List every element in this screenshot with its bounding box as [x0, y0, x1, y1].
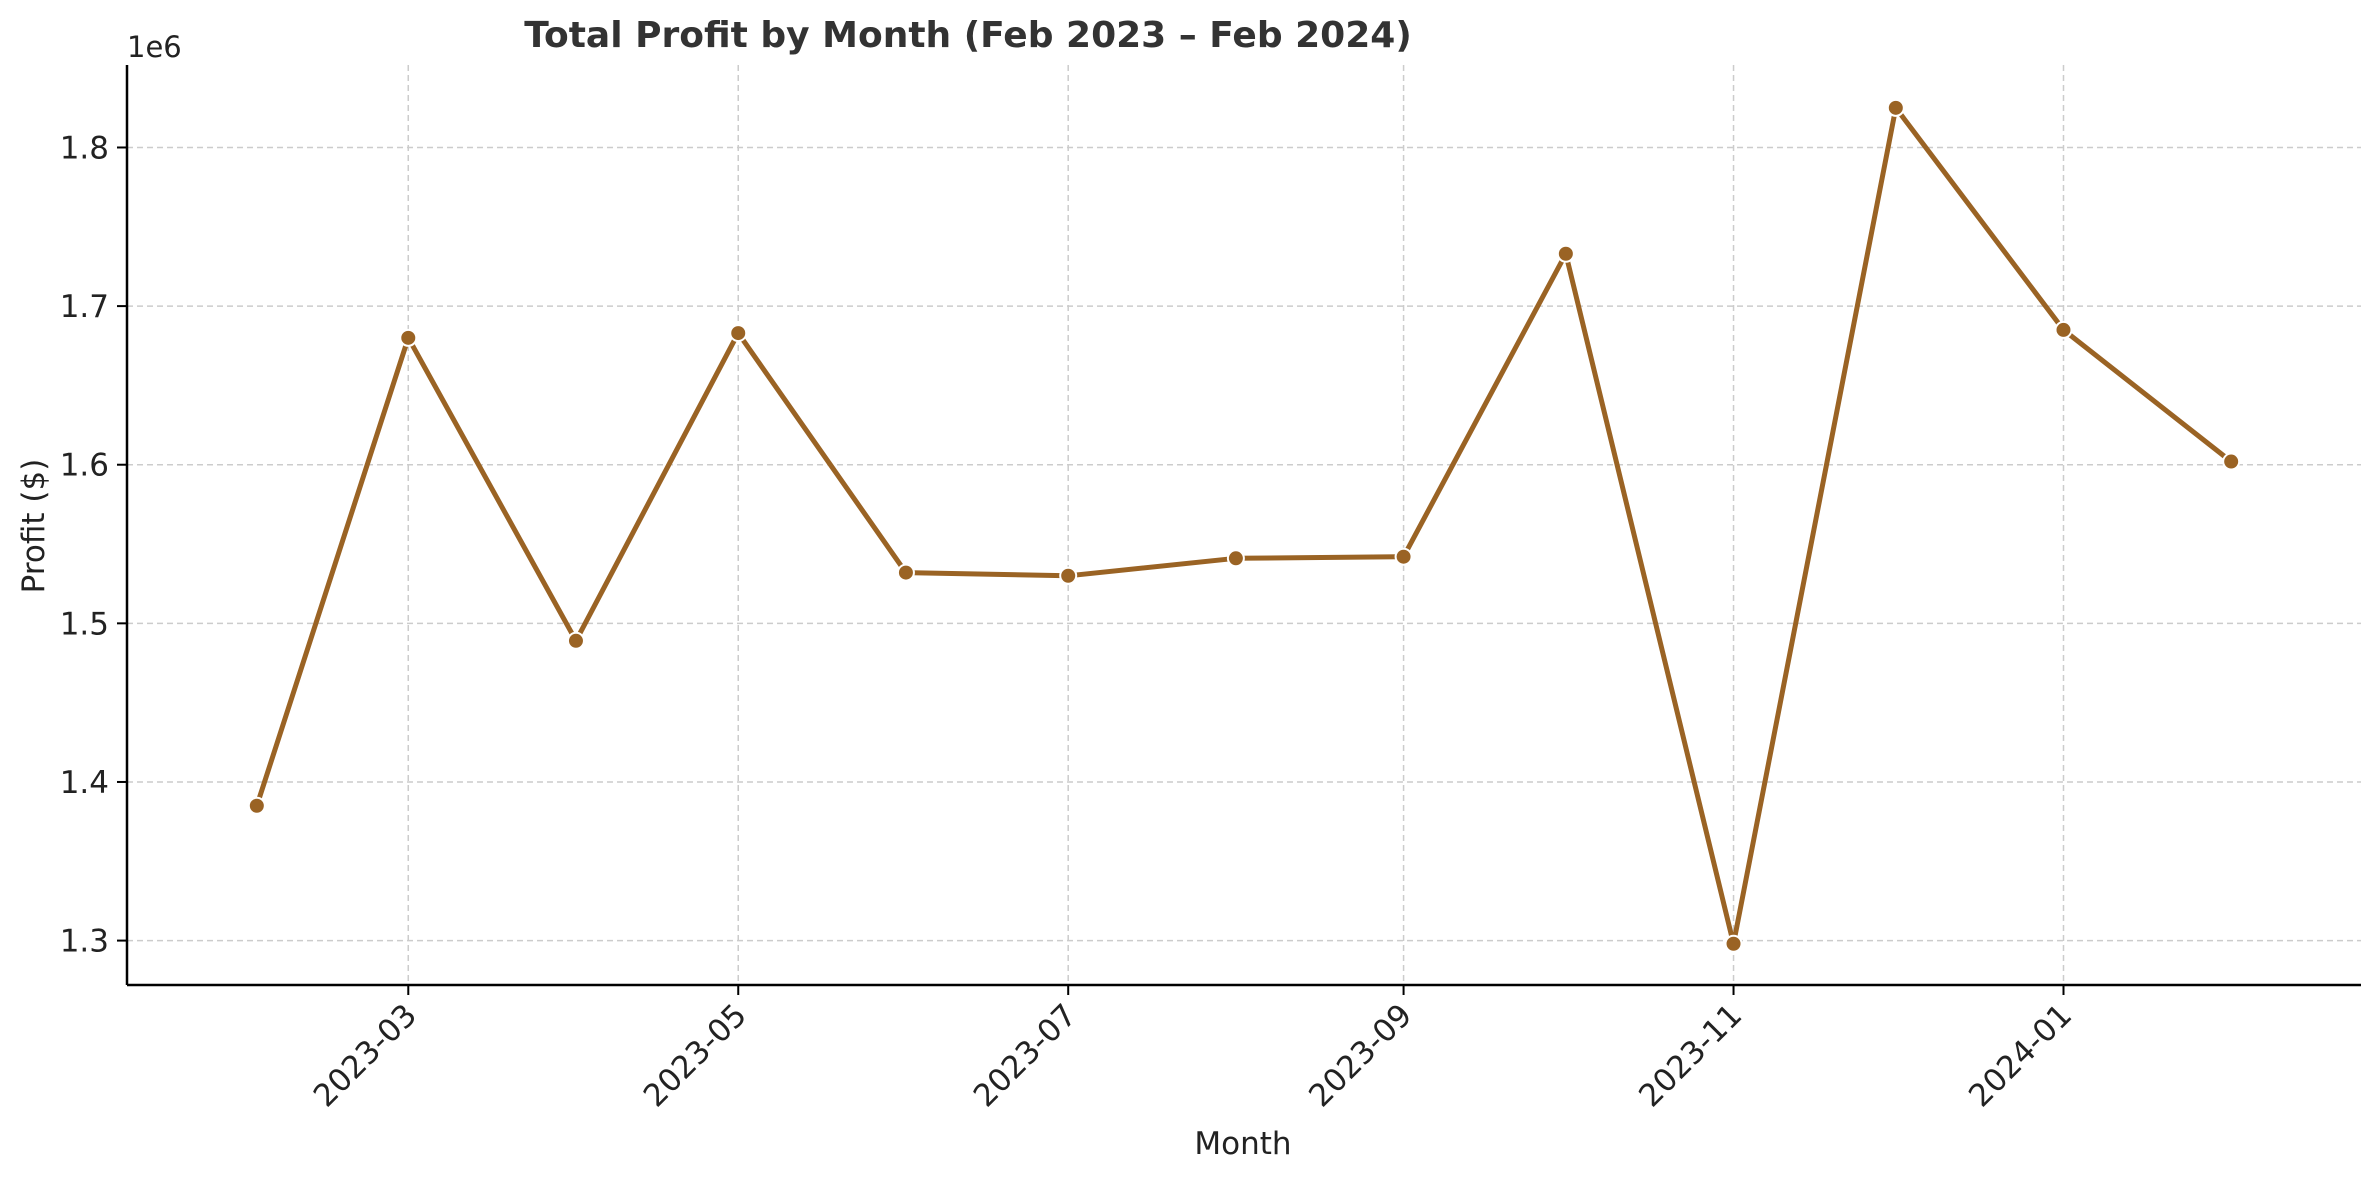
data-points: [247, 98, 2241, 953]
data-point: [896, 563, 915, 582]
data-point: [1724, 934, 1743, 953]
y-axis-label: Profit ($): [16, 459, 52, 594]
chart-title: Total Profit by Month (Feb 2023 – Feb 20…: [524, 15, 1412, 56]
axes: [125, 65, 2361, 987]
data-point: [729, 324, 748, 343]
data-point: [247, 796, 266, 815]
x-tick-label: 2024-01: [1962, 997, 2079, 1114]
data-point: [1226, 549, 1245, 568]
data-point: [2054, 320, 2073, 339]
x-axis-label: Month: [1194, 1126, 1291, 1162]
axis-ticks: 1.3 1.4 1.5 1.6 1.7 1.8 2023-03 2023-05 2023-07 2…: [60, 130, 2079, 1114]
y-tick-label: 1.5: [60, 606, 109, 642]
data-point: [399, 328, 418, 347]
data-point: [1059, 566, 1078, 585]
x-tick-label: 2023-05: [637, 997, 754, 1114]
data-point: [2222, 452, 2241, 471]
x-tick-label: 2023-09: [1302, 997, 1419, 1114]
data-point: [566, 631, 585, 650]
y-tick-label: 1.4: [60, 765, 109, 801]
data-point: [1556, 244, 1575, 263]
data-point: [1886, 98, 1905, 117]
y-axis-offset-label: 1e6: [127, 30, 182, 64]
y-tick-label: 1.6: [60, 448, 109, 484]
x-tick-label: 2023-11: [1632, 997, 1749, 1114]
y-tick-label: 1.8: [60, 130, 109, 166]
x-tick-label: 2023-03: [307, 997, 424, 1114]
x-tick-label: 2023-07: [967, 997, 1084, 1114]
series-profit: [254, 105, 2233, 947]
grid-lines: [127, 65, 2361, 985]
data-point: [1394, 547, 1413, 566]
y-tick-label: 1.3: [60, 924, 109, 960]
profit-series-line: [254, 105, 2233, 947]
y-tick-label: 1.7: [60, 289, 109, 325]
